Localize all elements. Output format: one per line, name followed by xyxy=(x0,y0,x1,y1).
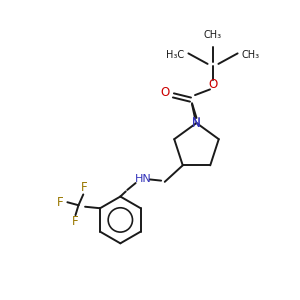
Text: CH₃: CH₃ xyxy=(242,50,260,61)
Text: HN: HN xyxy=(135,174,152,184)
Text: F: F xyxy=(57,196,63,209)
Text: O: O xyxy=(208,77,217,91)
Text: F: F xyxy=(81,181,87,194)
Text: F: F xyxy=(72,215,78,228)
Text: O: O xyxy=(160,86,169,100)
Text: H₃C: H₃C xyxy=(167,50,184,61)
Text: N: N xyxy=(192,116,201,130)
Text: CH₃: CH₃ xyxy=(204,29,222,40)
Text: N: N xyxy=(192,117,201,130)
